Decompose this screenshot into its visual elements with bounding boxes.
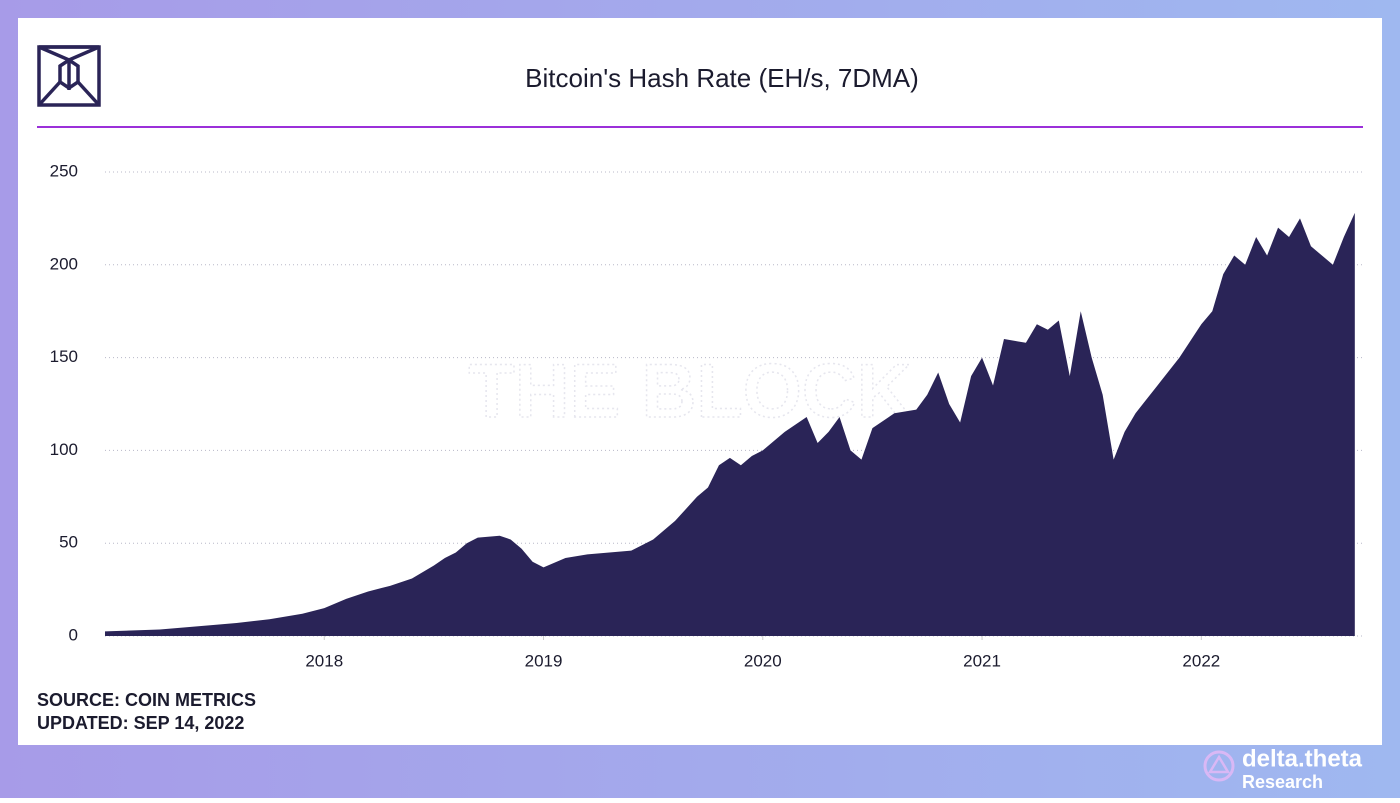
- brand: delta.theta: [1242, 745, 1363, 772]
- plot: 0 50 100 150 200 250 2018 2019 2020 2021 2022: [50, 161, 1363, 670]
- x-tick-label: 2020: [744, 651, 782, 670]
- updated: UPDATED: SEP 14, 2022: [37, 713, 244, 733]
- y-tick-label: 0: [69, 625, 78, 644]
- area: [105, 212, 1355, 636]
- y-tick-label: 200: [50, 254, 78, 273]
- source: SOURCE: COIN METRICS: [37, 690, 256, 710]
- y-tick-label: 50: [59, 533, 78, 552]
- x-tick-label: 2019: [525, 651, 563, 670]
- chart-title: Bitcoin's Hash Rate (EH/s, 7DMA): [525, 63, 919, 93]
- y-tick-label: 250: [50, 161, 78, 180]
- x-tick-label: 2021: [963, 651, 1001, 670]
- logo: [37, 45, 101, 107]
- brand-logo: [1203, 750, 1235, 782]
- y-tick-label: 100: [50, 440, 78, 459]
- y-tick-label: 150: [50, 347, 78, 366]
- x-tick-label: 2018: [305, 651, 343, 670]
- x-tick-label: 2022: [1182, 651, 1220, 670]
- brand-sub: Research: [1242, 772, 1323, 792]
- watermark: THE BLOCK: [468, 349, 911, 434]
